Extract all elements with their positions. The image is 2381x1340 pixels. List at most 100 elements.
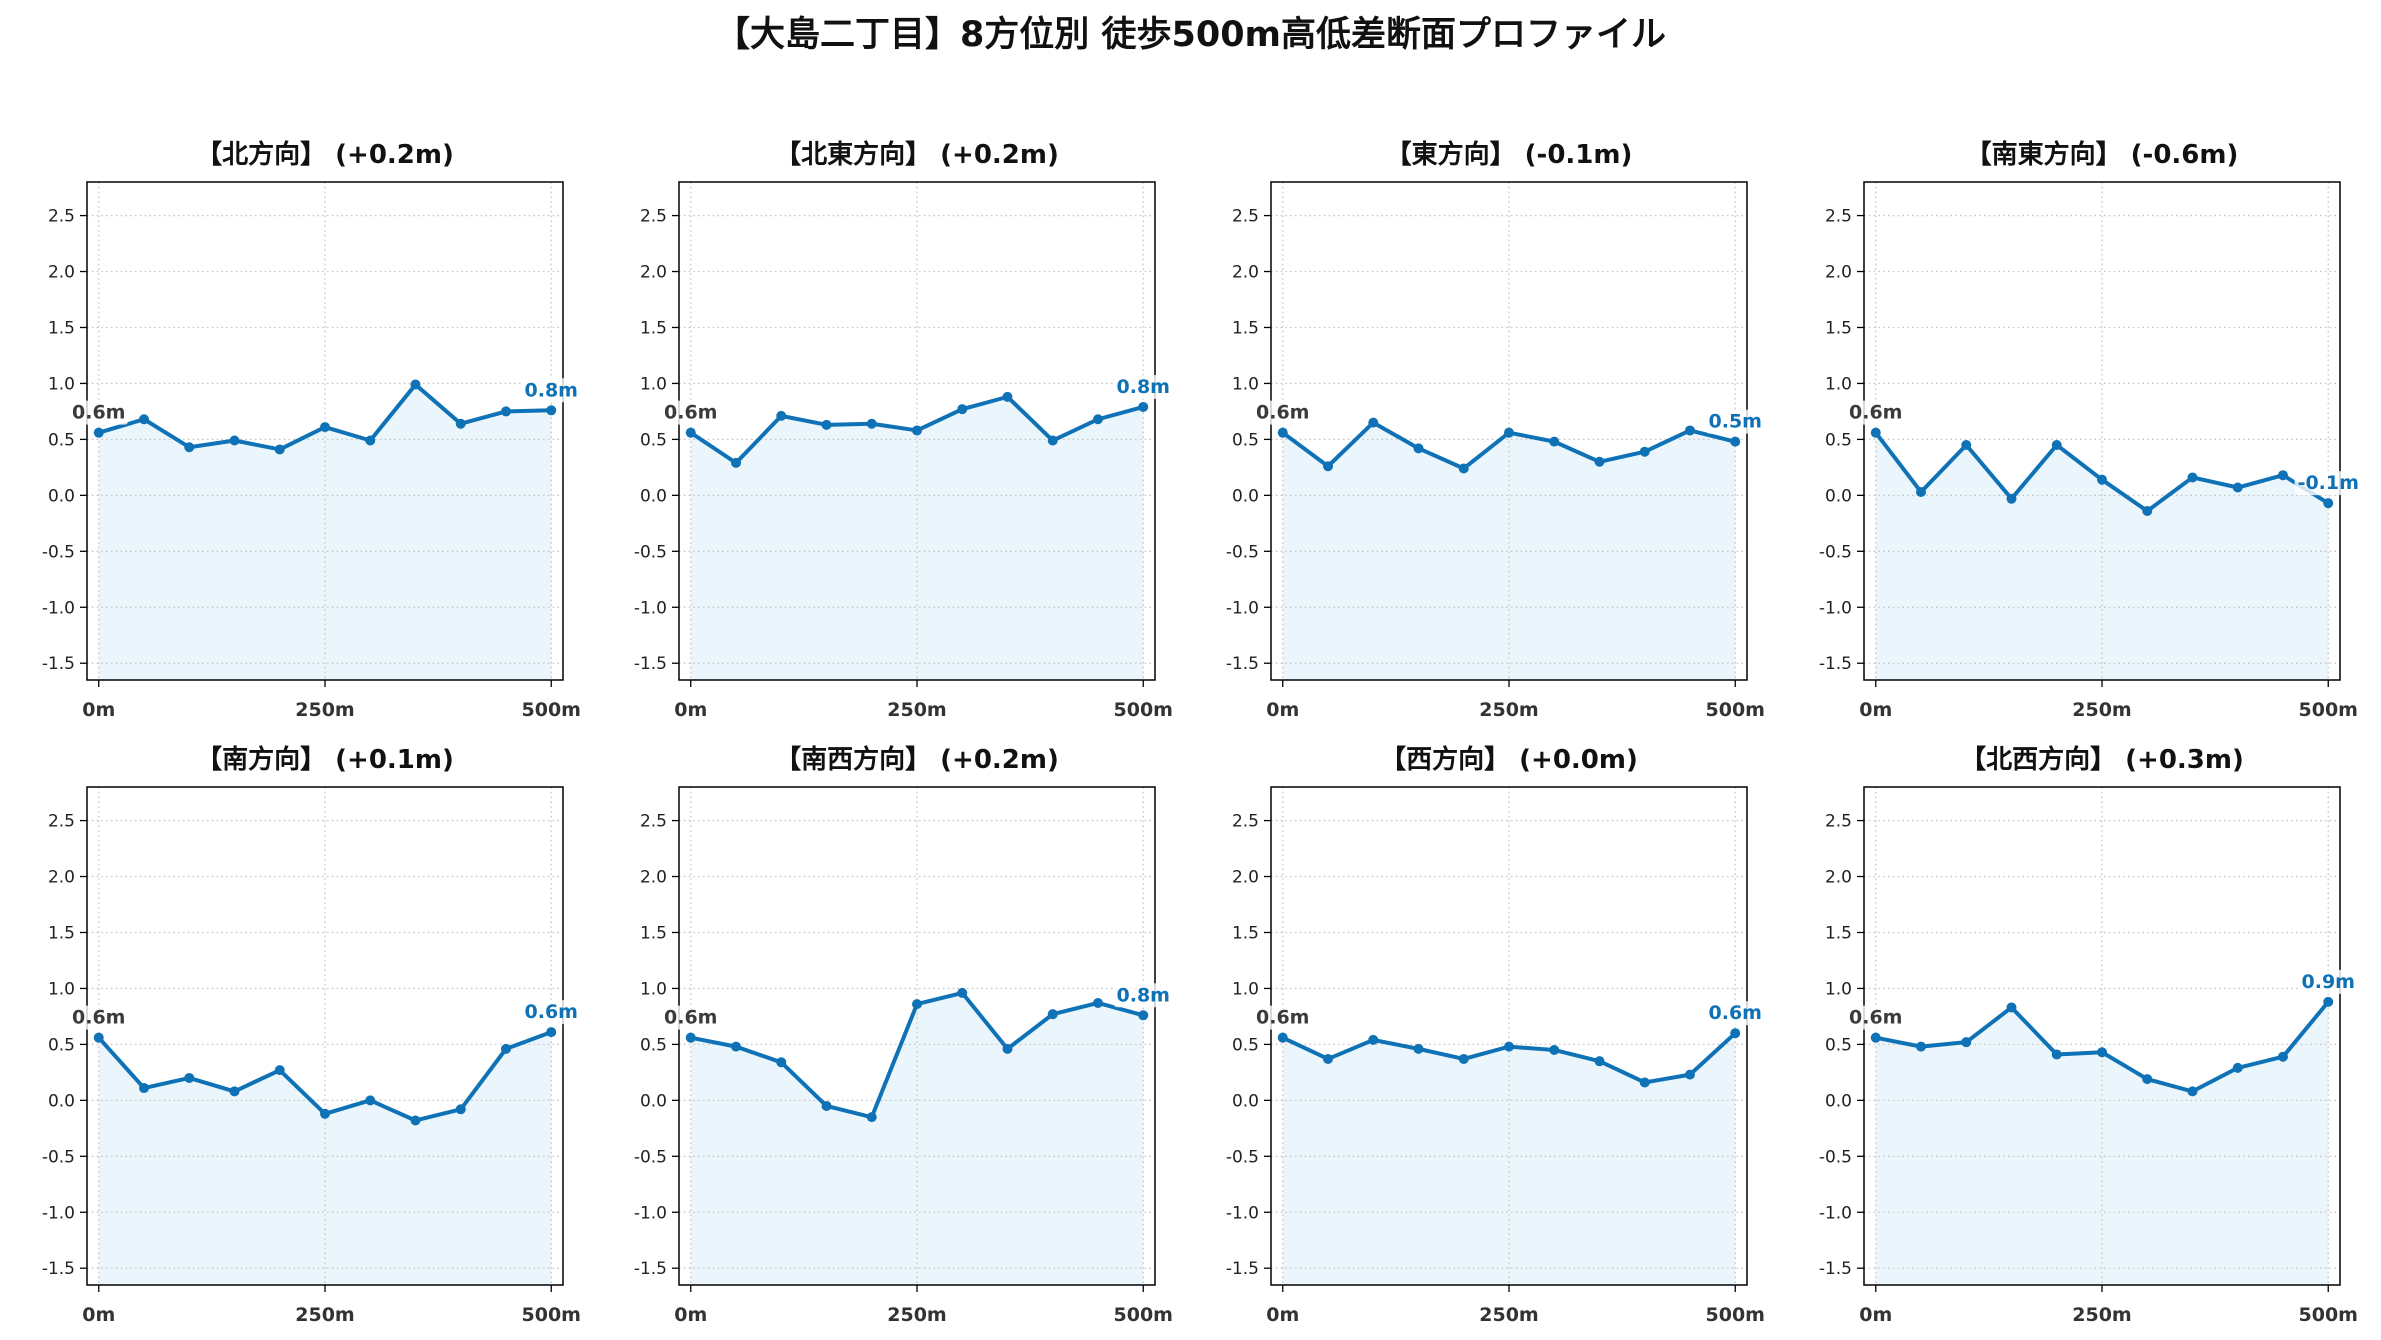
data-point (1092, 414, 1103, 425)
y-tick-label: -1.5 (1819, 1259, 1852, 1279)
data-point (685, 1032, 696, 1043)
end-elevation-label: -0.1m (2298, 472, 2359, 494)
end-label-box (1113, 983, 1173, 1008)
y-tick-label: -0.5 (1819, 1147, 1852, 1167)
y-tick-label: -1.0 (42, 1203, 75, 1223)
y-tick-label: 1.5 (1825, 923, 1852, 943)
x-tick-label: 0m (674, 1304, 707, 1326)
data-point (2006, 493, 2017, 504)
y-tick-label: 0.5 (1825, 430, 1852, 450)
data-point (184, 1072, 195, 1083)
elevation-area-fill (1282, 1033, 1736, 1285)
figure-title: 【大島二丁目】8方位別 徒歩500m高低差断面プロファイル (715, 15, 1666, 55)
y-tick-label: 2.0 (1232, 263, 1259, 283)
y-tick-label: 1.0 (1825, 374, 1852, 394)
data-point (1549, 436, 1560, 447)
subplot-8: 【北西方向】 (+0.3m) -1.5 -1.0 -0.5 0.0 0.5 1.0 1.5 2.… (1819, 744, 2358, 1326)
y-tick-label: 2.0 (48, 263, 75, 283)
y-tick-label: 2.0 (1825, 868, 1852, 888)
subplot-title: 【東方向】 (-0.1m) (1386, 139, 1633, 170)
y-tick-label: 1.0 (1825, 979, 1852, 999)
data-point (455, 418, 466, 429)
data-point (1092, 997, 1103, 1008)
data-point (957, 987, 968, 998)
axes-frame (1863, 786, 2341, 1286)
start-elevation-label: 0.6m (1849, 402, 1902, 424)
y-tick-label: 2.0 (640, 868, 667, 888)
data-point (1277, 427, 1288, 438)
x-tick-label: 250m (887, 699, 946, 721)
data-point (1138, 1010, 1149, 1021)
end-label-box (1113, 374, 1173, 399)
end-label-box (1705, 409, 1765, 434)
data-point (1916, 486, 1927, 497)
data-point (1684, 1069, 1695, 1080)
data-point (731, 457, 742, 468)
data-point (1368, 1034, 1379, 1045)
data-point (1730, 436, 1741, 447)
data-point (821, 419, 832, 430)
elevation-area-fill (98, 384, 552, 680)
data-point (1458, 463, 1469, 474)
y-tick-label: -1.5 (42, 654, 75, 674)
end-elevation-label: 0.6m (1709, 1002, 1762, 1024)
data-point (274, 444, 285, 455)
y-tick-label: -0.5 (634, 542, 667, 562)
end-label-box (1705, 1001, 1765, 1026)
axes-frame (678, 786, 1156, 1286)
y-tick-label: -0.5 (1226, 1147, 1259, 1167)
y-tick-label: 2.5 (1232, 812, 1259, 832)
y-tick-label: -1.5 (1226, 1259, 1259, 1279)
y-tick-label: -1.0 (1226, 1203, 1259, 1223)
start-elevation-label: 0.6m (1256, 1007, 1309, 1029)
y-tick-label: 0.5 (48, 1035, 75, 1055)
data-point (410, 379, 421, 390)
subplot-2: 【北東方向】 (+0.2m) -1.5 -1.0 -0.5 0.0 0.5 1.0 1.5 2.… (634, 139, 1173, 721)
data-point (2051, 1049, 2062, 1060)
x-tick-label: 250m (887, 1304, 946, 1326)
data-point (2323, 996, 2334, 1007)
end-label-box (2298, 969, 2358, 994)
data-point (2051, 439, 2062, 450)
data-point (2323, 498, 2334, 509)
x-tick-label: 500m (1114, 699, 1173, 721)
y-tick-label: -1.0 (1819, 598, 1852, 618)
end-elevation-label: 0.9m (2302, 971, 2355, 993)
x-tick-label: 0m (1266, 1304, 1299, 1326)
data-point (1961, 439, 1972, 450)
y-tick-label: 0.0 (640, 1091, 667, 1111)
subplot-title: 【南西方向】 (+0.2m) (775, 744, 1059, 775)
elevation-area-fill (1875, 432, 2329, 680)
y-tick-label: 0.5 (1825, 1035, 1852, 1055)
data-point (685, 427, 696, 438)
data-point (1916, 1041, 1927, 1052)
subplot-title: 【西方向】 (+0.0m) (1380, 744, 1638, 775)
y-tick-label: 0.0 (1825, 486, 1852, 506)
subplot-6: 【南西方向】 (+0.2m) -1.5 -1.0 -0.5 0.0 0.5 1.0 1.5 2.… (634, 744, 1173, 1326)
x-tick-label: 0m (82, 699, 115, 721)
data-point (1961, 1037, 1972, 1048)
subplot-4: 【南東方向】 (-0.6m) -1.5 -1.0 -0.5 0.0 0.5 1.0 1.5 2.… (1819, 139, 2362, 721)
start-label-box (661, 400, 721, 425)
end-label-box (521, 378, 581, 403)
start-label-box (69, 400, 129, 425)
data-point (93, 1032, 104, 1043)
y-tick-label: 0.0 (1232, 1091, 1259, 1111)
x-tick-label: 500m (2299, 1304, 2358, 1326)
y-tick-label: 0.0 (1825, 1091, 1852, 1111)
y-tick-label: 0.0 (48, 486, 75, 506)
x-tick-label: 0m (1859, 699, 1892, 721)
data-point (546, 405, 557, 416)
data-point (2006, 1002, 2017, 1013)
subplot-1: 【北方向】 (+0.2m) -1.5 -1.0 -0.5 0.0 0.5 1.0 1.5 2.0… (42, 139, 581, 721)
data-point (2232, 482, 2243, 493)
start-label-box (1253, 400, 1313, 425)
data-point (2187, 1086, 2198, 1097)
y-tick-label: -0.5 (634, 1147, 667, 1167)
y-tick-label: 1.0 (1232, 979, 1259, 999)
x-tick-label: 500m (522, 699, 581, 721)
y-tick-label: -1.0 (634, 598, 667, 618)
y-tick-label: -1.0 (42, 598, 75, 618)
y-tick-label: -1.5 (634, 654, 667, 674)
